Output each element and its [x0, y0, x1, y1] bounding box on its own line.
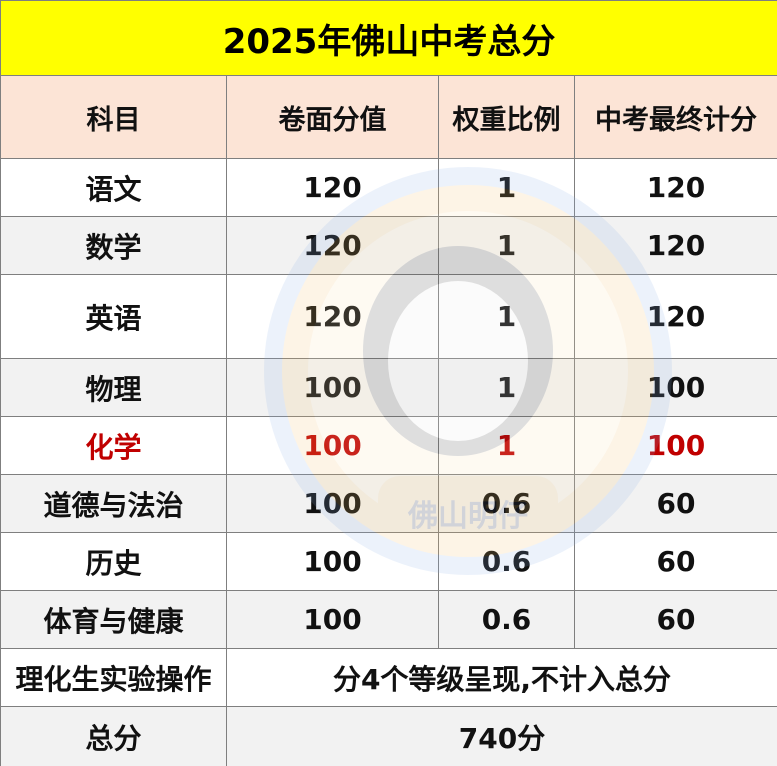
final-cell: 120 — [573, 158, 777, 217]
subject-cell: 历史 — [0, 532, 227, 591]
score-cell: 120 — [226, 158, 439, 217]
total-label: 总分 — [0, 706, 227, 766]
subject-cell: 英语 — [0, 274, 227, 359]
final-cell: 100 — [573, 416, 777, 475]
score-cell: 100 — [226, 532, 439, 591]
weight-cell: 0.6 — [438, 590, 575, 649]
subject-cell: 道德与法治 — [0, 474, 227, 533]
total-value: 740分 — [225, 706, 777, 766]
total-row: 总分 740分 — [0, 706, 777, 766]
table-row: 数学 120 1 120 — [0, 216, 777, 275]
table-row: 语文 120 1 120 — [0, 158, 777, 217]
table-row: 历史 100 0.6 60 — [0, 532, 777, 591]
final-cell: 100 — [573, 358, 777, 417]
final-cell: 120 — [573, 274, 777, 359]
lab-row: 理化生实验操作 分4个等级呈现,不计入总分 — [0, 648, 777, 707]
table-row-highlighted: 化学 100 1 100 — [0, 416, 777, 475]
weight-cell: 1 — [438, 274, 575, 359]
table-row: 物理 100 1 100 — [0, 358, 777, 417]
table-row: 英语 120 1 120 — [0, 274, 777, 359]
final-cell: 120 — [573, 216, 777, 275]
header-row: 科目 卷面分值 权重比例 中考最终计分 — [0, 75, 777, 159]
lab-label: 理化生实验操作 — [0, 648, 227, 707]
score-cell: 120 — [226, 274, 439, 359]
weight-cell: 1 — [438, 416, 575, 475]
final-cell: 60 — [573, 532, 777, 591]
weight-cell: 1 — [438, 358, 575, 417]
title-row: 2025年佛山中考总分 — [0, 0, 777, 76]
header-score: 卷面分值 — [226, 75, 439, 159]
score-cell: 100 — [226, 358, 439, 417]
lab-value: 分4个等级呈现,不计入总分 — [225, 648, 777, 707]
score-cell: 100 — [226, 474, 439, 533]
score-cell: 100 — [226, 416, 439, 475]
weight-cell: 0.6 — [438, 474, 575, 533]
subject-cell: 语文 — [0, 158, 227, 217]
header-weight: 权重比例 — [438, 75, 575, 159]
subject-cell: 数学 — [0, 216, 227, 275]
header-final: 中考最终计分 — [573, 75, 777, 159]
final-cell: 60 — [573, 474, 777, 533]
weight-cell: 1 — [438, 216, 575, 275]
weight-cell: 0.6 — [438, 532, 575, 591]
subject-cell: 化学 — [0, 416, 227, 475]
table-row: 道德与法治 100 0.6 60 — [0, 474, 777, 533]
table-title: 2025年佛山中考总分 — [0, 0, 777, 76]
score-cell: 120 — [226, 216, 439, 275]
header-subject: 科目 — [0, 75, 227, 159]
table-row: 体育与健康 100 0.6 60 — [0, 590, 777, 649]
subject-cell: 物理 — [0, 358, 227, 417]
weight-cell: 1 — [438, 158, 575, 217]
final-cell: 60 — [573, 590, 777, 649]
subject-cell: 体育与健康 — [0, 590, 227, 649]
score-cell: 100 — [226, 590, 439, 649]
